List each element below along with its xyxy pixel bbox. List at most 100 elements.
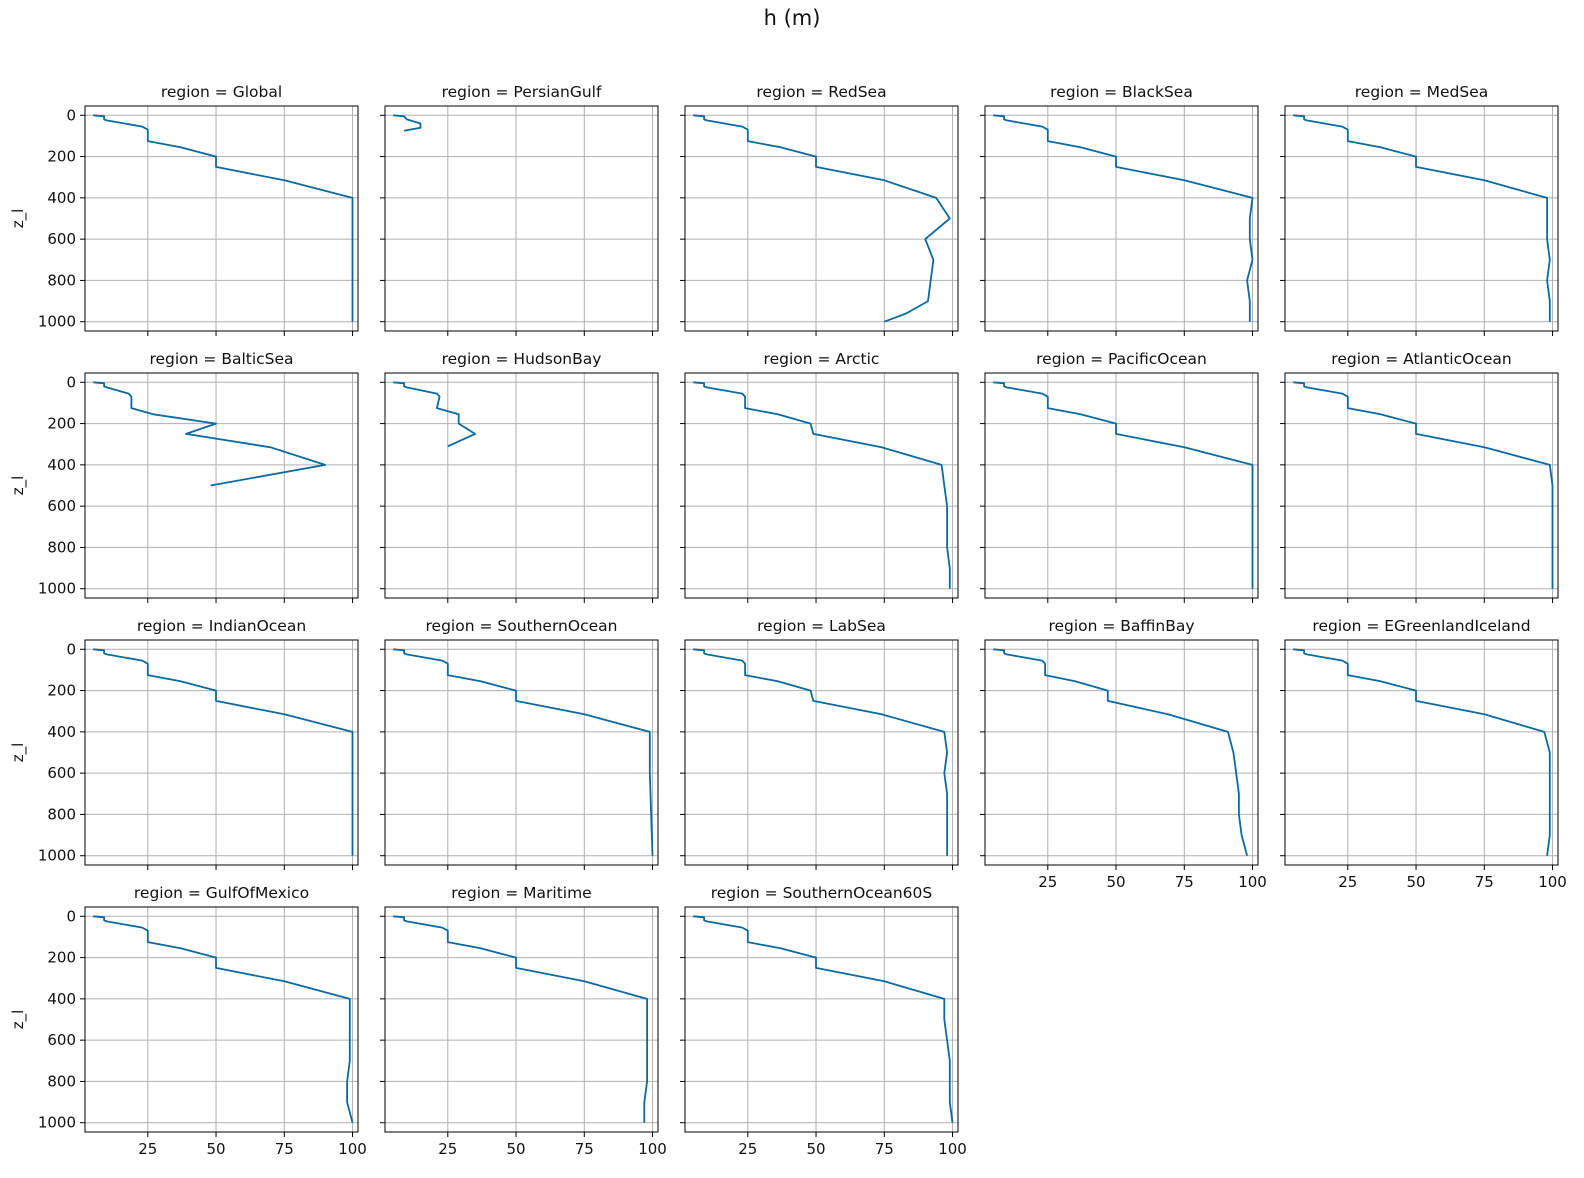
y-tick-label: 1000 <box>38 313 76 331</box>
panel-title: region = Global <box>161 83 282 101</box>
y-tick-label: 0 <box>66 907 76 925</box>
series-line-southernocean60s <box>693 915 954 1123</box>
panel-title: region = SouthernOcean60S <box>711 884 933 902</box>
y-tick-label: 800 <box>47 805 76 823</box>
panel-title: region = BlackSea <box>1050 83 1193 101</box>
panel-arctic: region = Arctic <box>680 350 959 603</box>
panel-hudsonbay: region = HudsonBay <box>380 350 659 603</box>
panel-title: region = HudsonBay <box>442 350 602 368</box>
panel-title: region = LabSea <box>757 617 886 635</box>
x-tick-label: 25 <box>138 1140 157 1158</box>
axes-frame <box>984 372 1259 599</box>
series-line-redsea <box>693 114 951 323</box>
panel-global: 0 200 400 600 800 1000 z_l region = Global <box>9 83 359 336</box>
panel-labsea: region = LabSea <box>680 617 959 870</box>
panel-southernocean: region = SouthernOcean <box>380 617 659 870</box>
axes-frame <box>84 639 359 866</box>
axes-frame <box>84 372 359 599</box>
panel-indianocean: 0 200 400 600 800 1000 z_l region = IndianOcean <box>9 617 359 870</box>
y-tick-label: 600 <box>47 230 76 248</box>
axes-frame <box>684 906 959 1133</box>
axes-frame <box>384 105 659 332</box>
y-tick-label: 200 <box>47 415 76 433</box>
x-tick-label: 100 <box>938 1140 967 1158</box>
axes-frame <box>1284 639 1559 866</box>
x-tick-label: 50 <box>1406 873 1425 891</box>
y-tick-label: 800 <box>47 1072 76 1090</box>
series-line-pacificocean <box>993 381 1254 589</box>
y-tick-label: 800 <box>47 538 76 556</box>
y-tick-label: 600 <box>47 497 76 515</box>
y-axis-label: z_l <box>9 743 28 763</box>
x-tick-label: 25 <box>1338 873 1357 891</box>
series-line-atlanticocean <box>1293 381 1554 589</box>
y-tick-label: 0 <box>66 106 76 124</box>
y-tick-label: 600 <box>47 1031 76 1049</box>
series-line-medsea <box>1293 114 1551 322</box>
y-tick-label: 800 <box>47 271 76 289</box>
panel-title: region = BalticSea <box>149 350 293 368</box>
axes-frame <box>84 105 359 332</box>
series-line-persiangulf <box>393 114 422 132</box>
y-tick-label: 200 <box>47 148 76 166</box>
x-tick-label: 50 <box>506 1140 525 1158</box>
x-tick-label: 100 <box>1238 873 1267 891</box>
panel-title: region = BaffinBay <box>1048 617 1194 635</box>
panel-redsea: region = RedSea <box>680 83 959 336</box>
y-tick-label: 1000 <box>38 1114 76 1132</box>
axes-frame <box>84 906 359 1133</box>
series-line-blacksea <box>993 114 1254 322</box>
y-tick-label: 600 <box>47 764 76 782</box>
series-line-southernocean <box>393 648 654 856</box>
panel-southernocean60s: 25 50 75 100 region = SouthernOcean60S <box>680 884 967 1158</box>
panel-title: region = SouthernOcean <box>426 617 618 635</box>
y-tick-label: 400 <box>47 723 76 741</box>
panel-title: region = PersianGulf <box>442 83 602 101</box>
panel-balticsea: 0 200 400 600 800 1000 z_l region = BalticSea <box>9 350 359 603</box>
y-tick-label: 0 <box>66 640 76 658</box>
panel-title: region = GulfOfMexico <box>134 884 309 902</box>
panel-medsea: region = MedSea <box>1280 83 1559 336</box>
axes-frame <box>984 639 1259 866</box>
x-tick-label: 25 <box>438 1140 457 1158</box>
y-tick-label: 200 <box>47 682 76 700</box>
panel-title: region = EGreenlandIceland <box>1312 617 1530 635</box>
series-line-labsea <box>693 648 948 856</box>
axes-frame <box>684 105 959 332</box>
y-tick-label: 400 <box>47 990 76 1008</box>
series-line-global <box>93 114 354 322</box>
x-tick-label: 25 <box>738 1140 757 1158</box>
x-tick-label: 75 <box>1175 873 1194 891</box>
axes-frame <box>984 105 1259 332</box>
series-line-arctic <box>693 381 951 589</box>
x-tick-label: 75 <box>875 1140 894 1158</box>
axes-frame <box>384 372 659 599</box>
x-tick-label: 100 <box>638 1140 667 1158</box>
y-axis-label: z_l <box>9 209 28 229</box>
series-line-hudsonbay <box>393 381 477 448</box>
axes-frame <box>1284 372 1559 599</box>
axes-frame <box>384 639 659 866</box>
figure-title: h (m) <box>763 6 821 30</box>
y-tick-label: 0 <box>66 373 76 391</box>
panel-title: region = Arctic <box>764 350 880 368</box>
panel-title: region = RedSea <box>756 83 886 101</box>
x-tick-label: 50 <box>206 1140 225 1158</box>
x-tick-label: 50 <box>1106 873 1125 891</box>
series-line-gulfofmexico <box>93 915 354 1123</box>
panel-atlanticocean: region = AtlanticOcean <box>1280 350 1559 603</box>
panel-title: region = MedSea <box>1355 83 1488 101</box>
axes-frame <box>684 372 959 599</box>
x-tick-label: 100 <box>338 1140 367 1158</box>
y-tick-label: 1000 <box>38 847 76 865</box>
x-tick-label: 25 <box>1038 873 1057 891</box>
series-line-egreenlandiceland <box>1293 648 1551 856</box>
panel-title: region = PacificOcean <box>1036 350 1207 368</box>
x-tick-label: 75 <box>575 1140 594 1158</box>
panel-egreenlandiceland: 25 50 75 100 region = EGreenlandIceland <box>1280 617 1567 891</box>
series-line-baffinbay <box>993 648 1248 856</box>
y-axis-label: z_l <box>9 476 28 496</box>
axes-frame <box>384 906 659 1133</box>
y-axis-label: z_l <box>9 1010 28 1030</box>
series-line-indianocean <box>93 648 354 856</box>
